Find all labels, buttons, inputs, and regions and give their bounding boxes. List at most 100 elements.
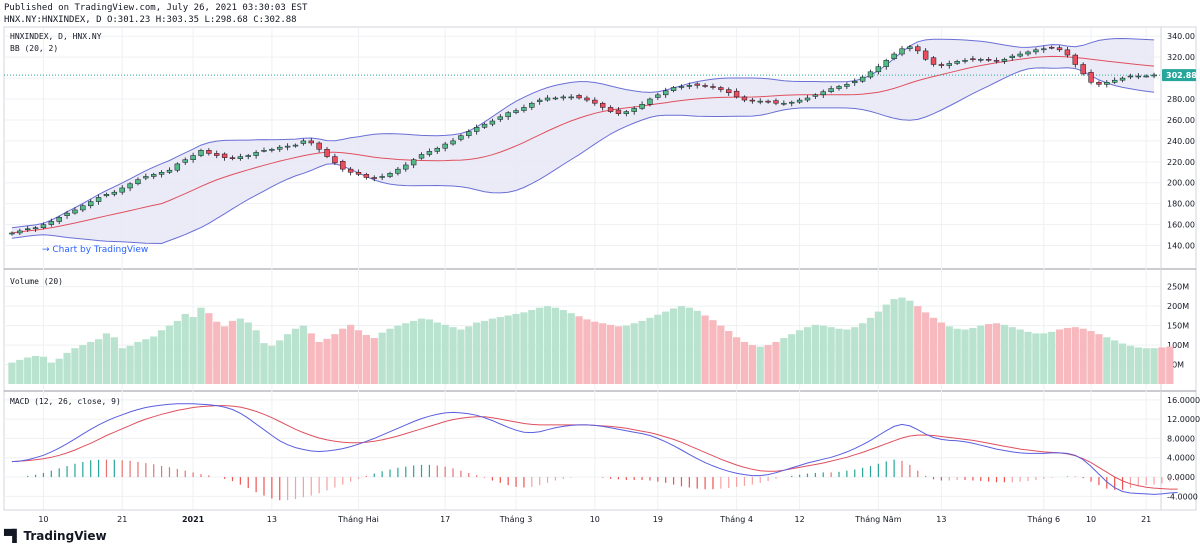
volume-bar xyxy=(55,358,63,384)
candle-body xyxy=(1096,82,1102,85)
volume-bar xyxy=(732,337,741,384)
candle xyxy=(1064,47,1071,58)
tradingview-logo[interactable]: ▀▌ TradingView xyxy=(4,529,107,543)
candle-body xyxy=(214,153,220,156)
volume-bar xyxy=(882,304,890,384)
volume-bar xyxy=(898,297,906,384)
volume-bar xyxy=(567,313,575,384)
candle-body xyxy=(56,217,62,222)
candle xyxy=(158,170,165,178)
candle xyxy=(560,94,567,101)
candle-body xyxy=(765,100,771,103)
candle xyxy=(812,93,819,100)
volume-bar xyxy=(323,338,331,384)
candle xyxy=(466,129,472,139)
candle xyxy=(678,84,685,90)
candle-body xyxy=(442,143,448,149)
volume-bar xyxy=(945,326,953,384)
candle-body xyxy=(166,169,173,173)
time-tick-label: 2021 xyxy=(182,515,205,524)
candle-body xyxy=(513,110,519,113)
candle xyxy=(915,44,921,55)
candle-body xyxy=(1143,75,1149,78)
candle-body xyxy=(962,60,968,62)
volume-tick-label: 150M xyxy=(1167,322,1189,331)
volume-bar xyxy=(307,333,315,384)
candle xyxy=(182,157,188,165)
price-tick-label: 280.00 xyxy=(1167,95,1195,104)
volume-bar xyxy=(189,317,197,384)
candle-body xyxy=(40,224,47,228)
candle xyxy=(1072,53,1078,68)
candle xyxy=(355,169,362,176)
volume-tick-label: 250M xyxy=(1167,283,1189,292)
volume-bar xyxy=(339,328,347,384)
candle-body xyxy=(88,201,94,207)
candle xyxy=(1009,53,1015,61)
candle xyxy=(836,84,842,91)
time-tick-label: 19 xyxy=(653,515,663,524)
candle-body xyxy=(473,127,480,132)
volume-bar xyxy=(331,334,339,384)
candle xyxy=(1119,76,1126,83)
volume-bar xyxy=(1032,333,1040,384)
candle xyxy=(930,56,937,67)
volume-tick-label: 200M xyxy=(1167,302,1189,311)
volume-bar xyxy=(315,341,323,384)
volume-bar xyxy=(157,330,166,384)
candle xyxy=(623,110,630,117)
volume-bar xyxy=(693,310,701,384)
candle-body xyxy=(954,61,960,64)
volume-bar xyxy=(150,336,158,384)
candle-body xyxy=(993,60,1000,62)
volume-bar xyxy=(142,339,150,384)
volume-tick-label: 50M xyxy=(1167,361,1184,370)
macd-tick-label: 8.0000 xyxy=(1167,434,1195,443)
candle-body xyxy=(308,140,314,144)
candle-body xyxy=(72,209,78,214)
volume-bar xyxy=(756,346,764,384)
volume-bar xyxy=(504,315,512,384)
candle-body xyxy=(915,46,921,52)
candle-body xyxy=(552,97,559,100)
candle xyxy=(481,122,488,129)
candle-body xyxy=(1127,75,1134,78)
volume-bar xyxy=(528,310,536,384)
candle-body xyxy=(80,205,86,211)
macd-tick-label: 16.0000 xyxy=(1167,396,1200,405)
candle xyxy=(395,166,401,176)
volume-bar xyxy=(1126,345,1135,384)
candle xyxy=(332,153,338,165)
volume-bar xyxy=(433,322,441,384)
volume-bar xyxy=(614,326,623,384)
candle-body xyxy=(623,111,630,114)
candle xyxy=(88,199,94,209)
candle-body xyxy=(1064,49,1071,56)
candle xyxy=(844,82,850,90)
volume-bar xyxy=(1016,329,1024,384)
candle xyxy=(773,98,779,106)
volume-bar xyxy=(417,318,426,384)
candle-body xyxy=(1151,74,1157,77)
candle xyxy=(103,192,110,198)
candle xyxy=(639,101,645,111)
candle-body xyxy=(300,140,307,144)
candle-body xyxy=(17,230,23,234)
candle xyxy=(749,97,756,104)
candle xyxy=(726,87,732,96)
candle-body xyxy=(1111,79,1118,83)
volume-bar xyxy=(410,320,418,384)
candle-body xyxy=(922,50,929,60)
chart-by-tradingview-link[interactable]: → Chart by TradingView xyxy=(42,245,148,255)
candle-body xyxy=(32,227,39,230)
candle xyxy=(615,107,622,116)
volume-bar xyxy=(866,317,875,384)
price-tick-label: 260.00 xyxy=(1167,116,1195,125)
volume-bar xyxy=(1095,334,1103,384)
candle-body xyxy=(1009,55,1015,58)
candle-body xyxy=(292,144,299,147)
candle xyxy=(418,152,425,160)
volume-bar xyxy=(244,322,252,384)
candle-body xyxy=(103,194,110,197)
